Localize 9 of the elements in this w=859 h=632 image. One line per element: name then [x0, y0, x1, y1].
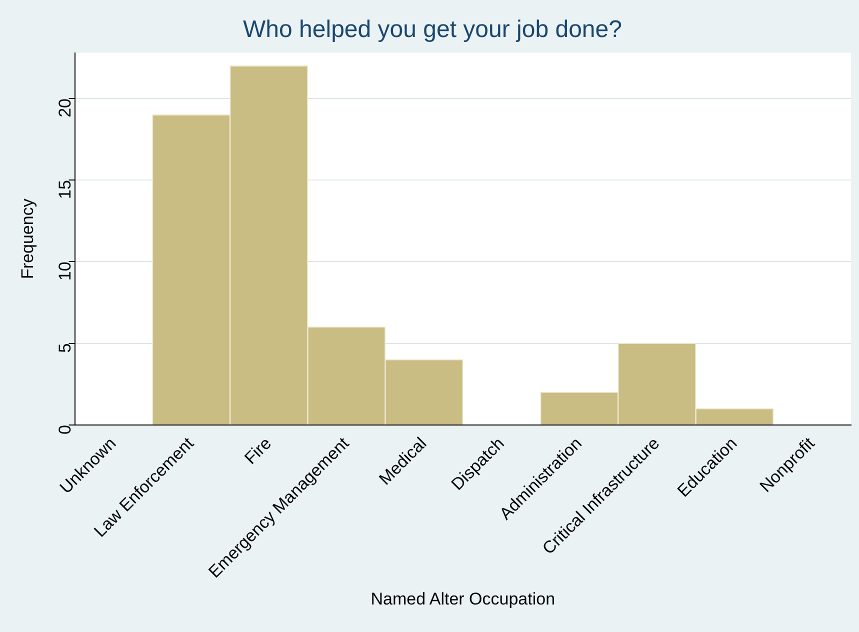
y-tick-label: 0 [55, 424, 74, 434]
y-tick-label: 15 [55, 180, 74, 200]
y-tick-label: 10 [55, 262, 74, 281]
x-tick-label: Fire [240, 434, 275, 468]
chart-title: Who helped you get your job done? [243, 16, 622, 44]
x-axis-title: Named Alter Occupation [370, 589, 556, 608]
y-axis-title: Frequency [18, 198, 37, 279]
y-tick-label: 5 [55, 343, 74, 353]
y-tick-label: 20 [55, 98, 74, 118]
